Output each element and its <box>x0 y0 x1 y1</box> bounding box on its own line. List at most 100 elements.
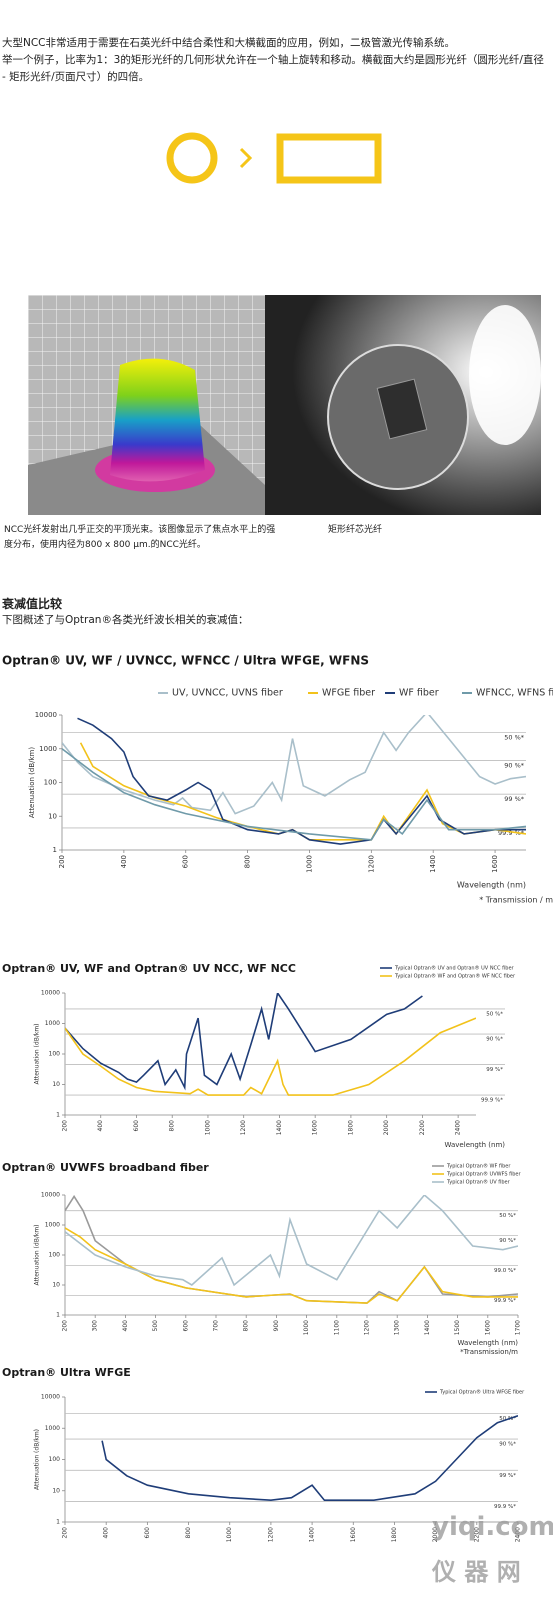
series-line <box>62 715 526 815</box>
chart-title: Optran® UVWFS broadband fiber <box>2 1161 209 1174</box>
legend-label: WFGE fiber <box>322 688 375 699</box>
reference-label: 50 %* <box>499 1213 516 1219</box>
x-axis-label: Wavelength (nm) <box>445 1141 506 1149</box>
y-tick-label: 10 <box>48 812 57 820</box>
x-tick-label: 200 <box>62 1320 69 1332</box>
chart-title: Optran® UV, WF / UVNCC, WFNCC / Ultra WF… <box>2 654 369 668</box>
x-tick-label: 400 <box>103 1527 110 1539</box>
series-line <box>77 717 526 845</box>
x-tick-label: 1400 <box>309 1527 316 1542</box>
x-tick-label: 1200 <box>367 855 375 873</box>
y-tick-label: 10000 <box>41 1394 60 1401</box>
rectangular-core-image <box>265 295 541 515</box>
x-tick-label: 1400 <box>424 1320 431 1335</box>
reference-label: 99.9 %* <box>481 1098 503 1104</box>
beam-profile-image <box>28 295 265 515</box>
y-tick-label: 1000 <box>39 745 57 753</box>
y-axis-label: Attenuation (dB/km) <box>28 747 36 818</box>
x-tick-label: 800 <box>243 1320 250 1332</box>
series-line <box>65 1227 518 1304</box>
legend-label: Typical Optran® Ultra WFGE fiber <box>439 1389 525 1396</box>
x-tick-label: 2400 <box>455 1120 462 1135</box>
y-tick-label: 100 <box>49 1456 61 1463</box>
x-tick-label: 1600 <box>491 855 499 873</box>
x-tick-label: 400 <box>122 1320 129 1332</box>
y-axis-label: Attenuation (dB/km) <box>34 1429 41 1490</box>
reference-label: 99.9 %* <box>494 1504 516 1510</box>
x-tick-label: 1800 <box>347 1120 354 1135</box>
circle-icon <box>166 132 218 184</box>
intro-paragraph: 举一个例子，比率为1：3的矩形光纤的几何形状允许在一个轴上旋转和移动。横截面大约… <box>2 54 544 83</box>
x-tick-label: 1400 <box>276 1120 283 1135</box>
chart-title: Optran® Ultra WFGE <box>2 1366 131 1379</box>
y-tick-label: 1000 <box>45 1020 60 1027</box>
x-tick-label: 400 <box>120 855 128 868</box>
x-tick-label: 1100 <box>333 1320 340 1335</box>
watermark-site: yiqi.com <box>432 1512 553 1542</box>
x-tick-label: 1200 <box>240 1120 247 1135</box>
legend-label: Typical Optran® WF and Optran® WF NCC fi… <box>394 973 516 980</box>
x-tick-label: 2400 <box>515 1527 522 1542</box>
x-tick-label: 2200 <box>419 1120 426 1135</box>
section-heading: 衰减值比较 <box>2 597 63 611</box>
x-tick-label: 400 <box>97 1120 104 1132</box>
y-tick-label: 10000 <box>41 990 60 997</box>
x-tick-label: 2000 <box>432 1527 439 1542</box>
y-tick-label: 1 <box>56 1312 60 1319</box>
x-axis-label: Wavelength (nm) <box>457 881 526 890</box>
y-tick-label: 100 <box>49 1252 61 1259</box>
x-tick-label: 1500 <box>454 1320 461 1335</box>
y-tick-label: 10 <box>52 1282 60 1289</box>
legend-label: Typical Optran® UVWFS fiber <box>446 1171 522 1178</box>
caption: 矩形纤芯光纤 <box>328 525 383 535</box>
shape-graphic <box>166 132 382 184</box>
y-axis-label: Attenuation (dB/km) <box>34 1023 41 1084</box>
reference-label: 99.9 %* <box>494 1298 516 1304</box>
x-tick-label: 200 <box>62 1120 69 1132</box>
rect-icon <box>276 133 382 184</box>
x-tick-label: 1200 <box>267 1527 274 1542</box>
x-tick-label: 300 <box>92 1320 99 1332</box>
series-line <box>101 1415 518 1502</box>
reference-label: 99 %* <box>499 1473 516 1479</box>
x-axis-label: Wavelength (nm) <box>458 1339 519 1347</box>
x-tick-label: 600 <box>133 1120 140 1132</box>
x-tick-label: 1600 <box>484 1320 491 1335</box>
figures <box>28 295 541 515</box>
y-axis-label: Attenuation (dB/km) <box>34 1224 41 1285</box>
x-tick-label: 1600 <box>312 1120 319 1135</box>
reference-label: 99 %* <box>504 795 525 803</box>
x-tick-label: 600 <box>144 1527 151 1539</box>
x-tick-label: 1400 <box>429 855 437 873</box>
series-line <box>65 1195 518 1287</box>
x-tick-label: 900 <box>273 1320 280 1332</box>
y-tick-label: 10000 <box>35 711 57 719</box>
section-text: 下图概述了与Optran®各类光纤波长相关的衰减值： <box>2 614 249 626</box>
x-tick-label: 2000 <box>383 1120 390 1135</box>
chart: Optran® UV, WF / UVNCC, WFNCC / Ultra WF… <box>2 654 553 905</box>
x-tick-label: 1300 <box>394 1320 401 1335</box>
series-line <box>79 742 526 841</box>
legend-label: Typical Optran® UV and Optran® UV NCC fi… <box>394 965 515 972</box>
x-tick-label: 700 <box>213 1320 220 1332</box>
x-tick-label: 1800 <box>391 1527 398 1542</box>
intro: 大型NCC非常适用于需要在石英光纤中结合柔性和大横截面的应用，例如，二极管激光传… <box>2 35 548 86</box>
x-tick-label: 800 <box>169 1120 176 1132</box>
reference-label: 90 %* <box>499 1442 516 1448</box>
watermark-name: 仪 器 网 <box>432 1558 521 1586</box>
y-tick-label: 10 <box>52 1487 60 1494</box>
legend-label: Typical Optran® UV fiber <box>446 1179 511 1186</box>
series-line <box>65 1017 476 1096</box>
x-tick-label: 200 <box>62 1527 69 1539</box>
intro-paragraph: 大型NCC非常适用于需要在石英光纤中结合柔性和大横截面的应用，例如，二极管激光传… <box>2 37 456 49</box>
legend-label: WFNCC, WFNS fiber <box>476 688 553 699</box>
y-tick-label: 100 <box>49 1051 61 1058</box>
y-tick-label: 1000 <box>45 1425 60 1432</box>
chart-title: Optran® UV, WF and Optran® UV NCC, WF NC… <box>2 962 296 975</box>
series-line <box>62 748 526 841</box>
reference-label: 99.9 %* <box>498 829 525 837</box>
y-tick-label: 10000 <box>41 1192 60 1199</box>
reference-label: 50 %* <box>504 734 525 742</box>
greater-icon <box>239 147 253 169</box>
legend-label: WF fiber <box>399 688 439 699</box>
